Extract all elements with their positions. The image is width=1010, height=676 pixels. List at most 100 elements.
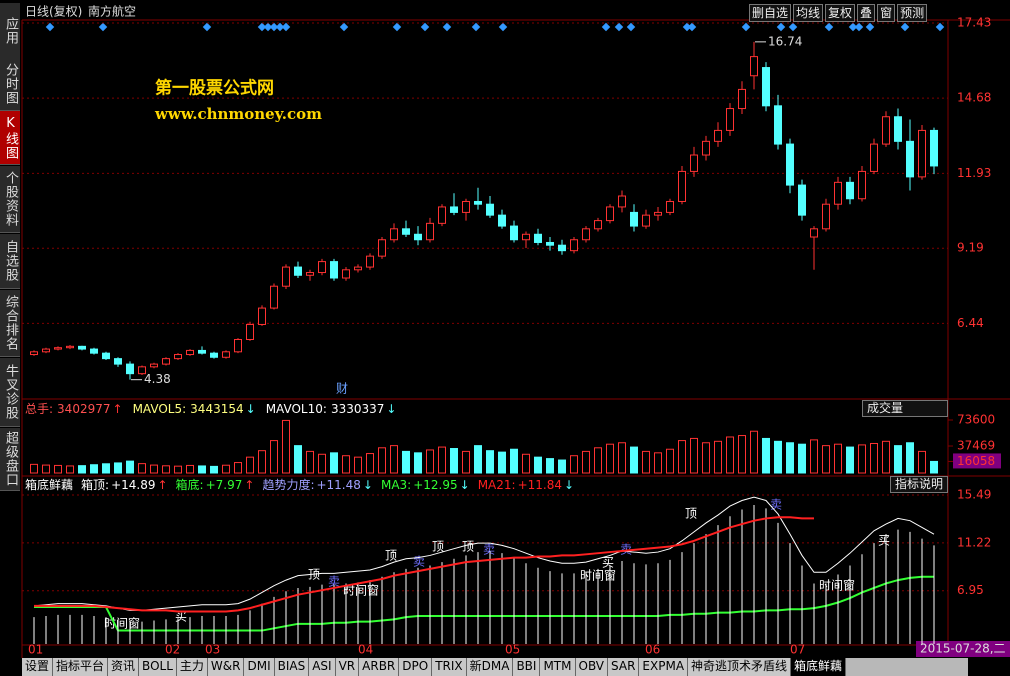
toolbar-button[interactable]: 复权 [825, 4, 856, 22]
candle-body [834, 181, 842, 205]
signal: 卖 [770, 498, 782, 512]
tab[interactable]: 设置 [22, 658, 54, 676]
volume-bar [762, 437, 770, 474]
candle-body [630, 211, 638, 227]
volume-bar [330, 452, 338, 474]
side-tab[interactable]: 超级盘口 [0, 428, 20, 491]
y-tick-label: 16058 [957, 454, 995, 468]
volume-bar [726, 436, 734, 474]
toolbar-button[interactable]: 预测 [897, 4, 928, 22]
side-tab[interactable]: 自选股 [0, 234, 20, 289]
candle-body [294, 266, 302, 276]
toolbar-button[interactable]: 窗 [877, 4, 896, 22]
y-tick-label: 6.95 [957, 583, 984, 597]
tab[interactable]: 新DMA [466, 658, 514, 676]
legend-value: 3443154 [190, 402, 243, 416]
tab[interactable]: 箱底鲜藕 [791, 658, 847, 676]
signal-diamond [687, 22, 697, 32]
signal-diamond [626, 22, 636, 32]
volume-bar [510, 448, 518, 474]
tab[interactable]: 神奇逃顶术矛盾线 [688, 658, 792, 676]
tab[interactable]: DMI [244, 658, 275, 676]
side-tab[interactable]: 综合排名 [0, 290, 20, 357]
volume-bar [822, 445, 830, 474]
volume-bar [162, 465, 170, 474]
volume-bar [918, 450, 926, 474]
y-tick-label: 73600 [957, 413, 995, 427]
legend-value: +11.48 [316, 478, 360, 492]
legend-name: MAVOL10: [266, 402, 327, 416]
tab[interactable]: BBI [513, 658, 541, 676]
volume-bar [666, 448, 674, 474]
volume-bar [486, 450, 494, 474]
tab[interactable]: EXPMA [639, 658, 689, 676]
side-tab[interactable]: 分时图 [0, 58, 20, 111]
tab[interactable]: SAR [608, 658, 640, 676]
tab[interactable]: DPO [399, 658, 433, 676]
tab[interactable]: TRIX [432, 658, 467, 676]
side-tab[interactable]: 个股资料 [0, 166, 20, 233]
volume-bar [894, 445, 902, 474]
candle-body [426, 222, 434, 241]
legend-trend: ↓ [460, 478, 470, 492]
candle-body [450, 206, 458, 213]
candle-body [858, 170, 866, 200]
toolbar-button[interactable]: 删自选 [749, 4, 792, 22]
candle-body [354, 266, 362, 271]
volume-bar [606, 443, 614, 474]
tab[interactable]: 资讯 [108, 658, 140, 676]
candle-body [546, 241, 554, 246]
tab-bar: 设置 指标平台 资讯 BOLL 主力 W&R DMI BIAS ASI VR ARBR DPO TRIX… [22, 658, 968, 676]
date: 2015-07-28,二 [920, 642, 1006, 656]
candle-body [42, 348, 50, 353]
candle-body [522, 233, 530, 241]
volume-bar [150, 464, 158, 474]
candle-body [582, 228, 590, 241]
y-tick-label: 14.68 [957, 91, 991, 105]
candle-body [414, 233, 422, 241]
volume-bar [414, 452, 422, 474]
candle-body [150, 363, 158, 368]
candle-body [510, 225, 518, 241]
help-button[interactable]: 指标说明 [890, 476, 949, 493]
candle-body [438, 206, 446, 224]
side-tab[interactable]: K线图 [0, 111, 20, 165]
side-tab[interactable]: 牛叉诊股 [0, 358, 20, 427]
toolbar-button[interactable]: 叠 [857, 4, 876, 22]
volume-bar [246, 456, 254, 474]
candle-body [366, 255, 374, 268]
signal-diamond [275, 22, 285, 32]
tab[interactable]: VR [335, 658, 360, 676]
volume-bar [618, 442, 626, 474]
side-tab[interactable]: 应用 [0, 3, 20, 59]
toolbar-button[interactable]: 均线 [793, 4, 824, 22]
tab[interactable]: BOLL [139, 658, 177, 676]
candle-body [246, 323, 254, 341]
volume-bar [858, 444, 866, 474]
y-tick-label: 37469 [957, 439, 995, 453]
tab[interactable]: W&R [207, 658, 245, 676]
volume-bar [930, 460, 938, 474]
volume-bar [714, 440, 722, 474]
tab[interactable]: ASI [309, 658, 336, 676]
tab[interactable]: 指标平台 [53, 658, 109, 676]
volume-bar [294, 445, 302, 474]
legend-trend: ↑ [157, 478, 167, 492]
volume-bar [594, 447, 602, 474]
volume-bar [870, 442, 878, 474]
legend-value: 3402977 [57, 402, 110, 416]
tab[interactable]: ARBR [359, 658, 400, 676]
tab[interactable]: MTM [540, 658, 576, 676]
candle-body [126, 363, 134, 375]
dropdown[interactable]: 成交量 [862, 400, 948, 417]
tab[interactable]: BIAS [274, 658, 310, 676]
volume-bar [570, 455, 578, 474]
tab[interactable]: OBV [575, 658, 609, 676]
candle-body [846, 181, 854, 200]
x-tick-label: 05 [505, 643, 520, 657]
volume-bar [534, 456, 542, 474]
volume-bar [222, 464, 230, 474]
volume-bar [438, 446, 446, 474]
volume-bar [138, 463, 146, 474]
tab[interactable]: 主力 [176, 658, 208, 676]
